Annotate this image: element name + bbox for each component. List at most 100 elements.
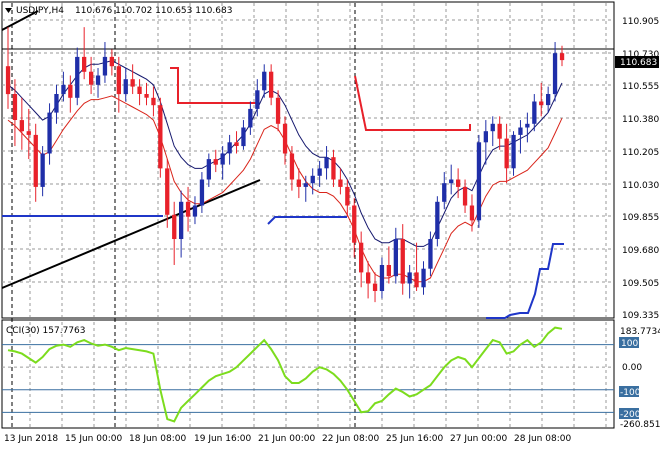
candle-body [525,123,530,128]
price-axis: 110.905 110.730 110.555 110.380 110.205 … [615,17,659,321]
candle-body [532,101,537,124]
candle-body [317,168,322,176]
candle-body [269,71,274,98]
candle-body [95,75,101,85]
candle-body [476,142,482,221]
time-label: 22 Jun 08:00 [322,434,379,444]
candle-body [442,183,447,202]
cci-line [7,326,563,423]
price-tick: 110.555 [622,82,659,92]
candle-body [206,159,211,180]
symbol-label: USDJPY,H4 [16,6,64,16]
candle-body [40,153,45,187]
candle-body [359,242,364,273]
cci-tick: -200 [620,410,641,420]
candle-body [435,201,440,239]
current-price-marker [615,56,659,68]
candle-body [289,153,295,180]
cci-level-box-minus100 [619,386,639,397]
candle-body [179,201,184,239]
time-label: 27 Jun 00:00 [450,434,507,444]
price-tick: 110.380 [622,115,659,125]
candle-body [68,84,73,98]
cci-level-box-minus200 [619,408,639,419]
candle-body [552,53,558,95]
candle-body [497,123,502,139]
candle-body [518,127,523,135]
time-axis: 13 Jun 2018 15 Jun 00:00 18 Jun 08:00 19… [4,434,571,444]
candle-body [61,84,66,95]
candle-body [19,120,24,132]
candles [5,27,565,303]
candle-body [185,201,191,217]
candle-body [366,272,371,284]
candle-body [490,123,495,132]
candle-body [227,142,232,154]
time-label: 28 Jun 08:00 [514,434,571,444]
candle-body [75,56,80,98]
cci-current-value: 183.7734 [620,327,660,337]
trendline-lower[interactable] [1,179,261,289]
candle-body [407,272,412,284]
cci-tick: 0.00 [622,363,642,373]
cci-panel-frame [1,319,615,429]
cci-label: CCI(30) 157.7763 [6,326,86,336]
collapse-triangle-icon[interactable] [5,8,12,13]
candle-body [89,71,94,85]
candle-body [192,205,198,217]
cci-level-box-100 [619,337,639,348]
time-label: 15 Jun 00:00 [65,434,122,444]
candle-body [352,205,357,243]
sar-red-right [354,75,471,131]
candle-body [462,186,468,206]
candle-body [539,101,544,106]
candle-body [310,175,315,184]
candle-body [296,179,301,187]
candle-body [331,157,336,180]
candle-body [324,157,329,169]
candle-body [116,66,121,95]
candle-body [372,283,378,291]
sar-blue-right [486,243,564,319]
price-tick: 109.680 [622,246,659,256]
candle-body [172,214,177,239]
candle-body [241,127,246,147]
time-label: 21 Jun 00:00 [258,434,315,444]
time-label: 13 Jun 2018 [4,434,58,444]
candle-body [449,179,454,184]
trendline-upper[interactable] [1,10,39,31]
time-label: 18 Jun 08:00 [129,434,186,444]
candle-body [504,138,509,169]
candle-body [338,179,343,187]
candle-body [220,153,225,165]
candle-body [393,239,398,277]
candle-body [234,142,239,146]
price-tick: 109.505 [622,279,659,289]
candle-body [511,134,516,169]
candle-body [483,131,488,143]
candle-body [275,97,281,124]
cci-bottom-value: -260.8512 [620,420,660,430]
candle-body [137,86,142,94]
candle-body [282,123,288,154]
price-tick: 110.205 [622,148,659,158]
candle-body [151,97,156,106]
candle-body [144,94,149,98]
candle-body [109,56,114,67]
candle-body [54,94,59,113]
candle-body [12,94,18,120]
candle-body [421,268,426,288]
price-tick: 109.855 [622,213,659,223]
cci-tick: -100 [620,388,641,398]
candle-body [456,179,461,187]
candle-body [345,186,350,206]
candle-body [262,71,267,91]
main-header: USDJPY,H4 110.676 110.702 110.653 110.68… [5,6,232,16]
cci-axis: 183.7734 100 0.00 -100 -200 -260.8512 [619,327,660,430]
candle-body [559,53,565,61]
candle-body [546,94,551,106]
candle-body [386,265,391,277]
candle-body [255,90,260,109]
candle-body [158,105,163,169]
